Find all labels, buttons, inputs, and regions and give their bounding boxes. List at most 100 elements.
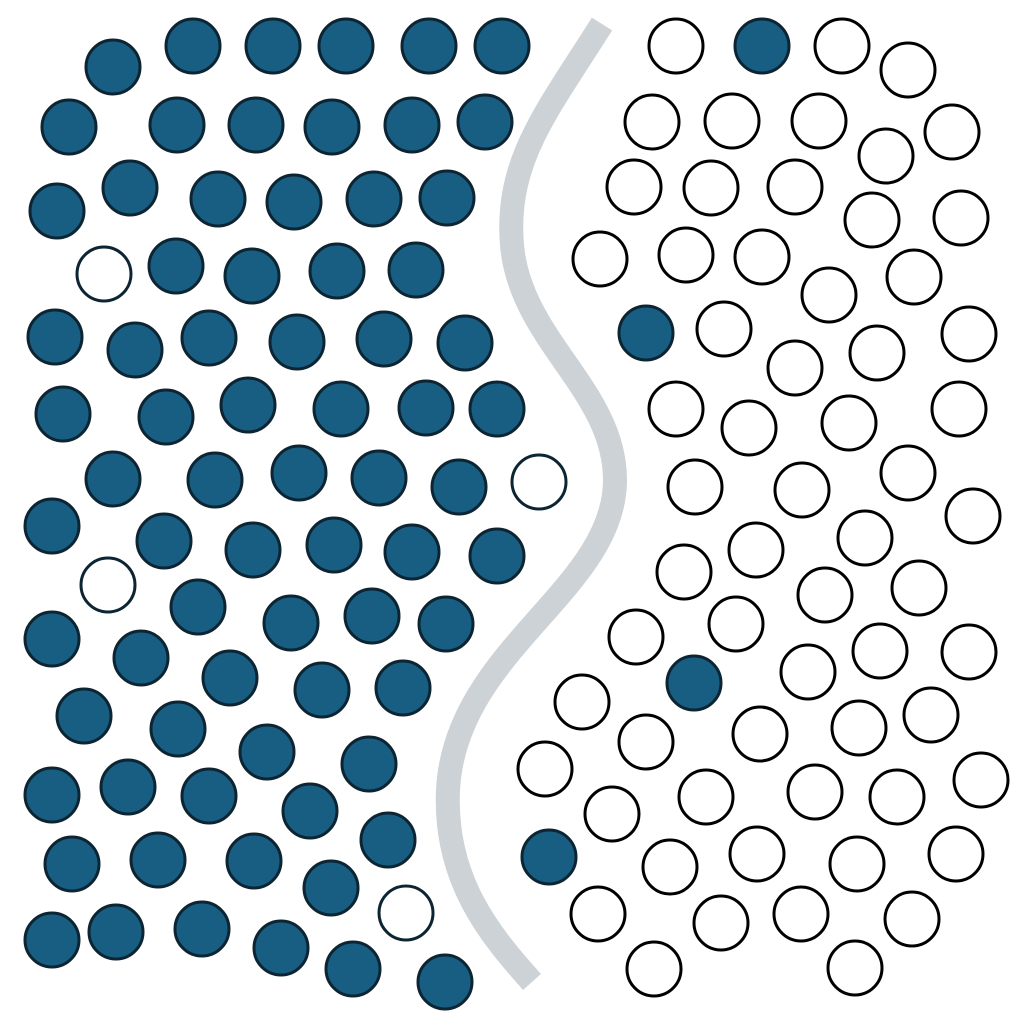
right-empty-dot bbox=[682, 159, 740, 217]
right-empty-dot bbox=[766, 158, 824, 216]
left-filled-dot bbox=[416, 953, 474, 1011]
right-empty-dot bbox=[857, 127, 915, 185]
left-filled-dot bbox=[149, 700, 207, 758]
left-filled-dot bbox=[23, 610, 81, 668]
right-empty-dot bbox=[516, 740, 574, 798]
right-cluster bbox=[516, 17, 1010, 998]
left-filled-dot bbox=[23, 766, 81, 824]
right-filled-dot bbox=[520, 828, 578, 886]
left-filled-dot bbox=[281, 782, 339, 840]
left-filled-dot bbox=[252, 919, 310, 977]
left-filled-dot bbox=[456, 93, 514, 151]
right-empty-dot bbox=[583, 785, 641, 843]
left-filled-dot bbox=[387, 241, 445, 299]
left-filled-dot bbox=[468, 380, 526, 438]
right-empty-dot bbox=[766, 339, 824, 397]
left-filled-dot bbox=[147, 237, 205, 295]
left-empty-dot bbox=[79, 556, 137, 614]
left-filled-dot bbox=[169, 578, 227, 636]
right-empty-dot bbox=[647, 17, 705, 75]
left-filled-dot bbox=[303, 98, 361, 156]
left-filled-dot bbox=[227, 96, 285, 154]
left-filled-dot bbox=[305, 516, 363, 574]
right-empty-dot bbox=[930, 380, 988, 438]
left-filled-dot bbox=[343, 587, 401, 645]
left-filled-dot bbox=[28, 182, 86, 240]
right-empty-dot bbox=[779, 643, 837, 701]
left-cluster bbox=[23, 17, 568, 1011]
right-empty-dot bbox=[625, 940, 683, 998]
right-empty-dot bbox=[885, 248, 943, 306]
left-filled-dot bbox=[43, 835, 101, 893]
left-filled-dot bbox=[417, 595, 475, 653]
left-filled-dot bbox=[101, 159, 159, 217]
right-empty-dot bbox=[727, 521, 785, 579]
left-filled-dot bbox=[26, 308, 84, 366]
left-filled-dot bbox=[262, 594, 320, 652]
left-filled-dot bbox=[137, 388, 195, 446]
right-filled-dot bbox=[665, 654, 723, 712]
left-filled-dot bbox=[55, 687, 113, 745]
left-filled-dot bbox=[418, 169, 476, 227]
left-filled-dot bbox=[383, 523, 441, 581]
right-empty-dot bbox=[553, 673, 611, 731]
right-empty-dot bbox=[647, 380, 705, 438]
right-empty-dot bbox=[733, 228, 791, 286]
left-filled-dot bbox=[244, 17, 302, 75]
right-empty-dot bbox=[623, 93, 681, 151]
left-filled-dot bbox=[219, 376, 277, 434]
left-filled-dot bbox=[106, 321, 164, 379]
right-empty-dot bbox=[703, 92, 761, 150]
left-filled-dot bbox=[23, 911, 81, 969]
left-filled-dot bbox=[23, 497, 81, 555]
right-empty-dot bbox=[868, 768, 926, 826]
left-filled-dot bbox=[186, 451, 244, 509]
right-empty-dot bbox=[641, 838, 699, 896]
left-filled-dot bbox=[224, 521, 282, 579]
left-filled-dot bbox=[40, 98, 98, 156]
right-empty-dot bbox=[828, 835, 886, 893]
right-empty-dot bbox=[883, 890, 941, 948]
left-filled-dot bbox=[430, 458, 488, 516]
right-empty-dot bbox=[940, 623, 998, 681]
left-empty-dot bbox=[75, 245, 133, 303]
right-empty-dot bbox=[952, 751, 1010, 809]
left-filled-dot bbox=[189, 170, 247, 228]
right-empty-dot bbox=[800, 266, 858, 324]
left-filled-dot bbox=[180, 309, 238, 367]
right-empty-dot bbox=[826, 939, 884, 997]
right-empty-dot bbox=[695, 300, 753, 358]
right-empty-dot bbox=[790, 92, 848, 150]
right-filled-dot bbox=[733, 17, 791, 75]
right-empty-dot bbox=[772, 885, 830, 943]
right-empty-dot bbox=[879, 444, 937, 502]
right-empty-dot bbox=[796, 566, 854, 624]
separator-curve bbox=[435, 17, 628, 990]
left-filled-dot bbox=[135, 512, 193, 570]
left-filled-dot bbox=[317, 17, 375, 75]
right-empty-dot bbox=[707, 595, 765, 653]
right-empty-dot bbox=[605, 158, 663, 216]
left-filled-dot bbox=[265, 173, 323, 231]
left-filled-dot bbox=[350, 449, 408, 507]
left-filled-dot bbox=[99, 758, 157, 816]
right-empty-dot bbox=[813, 17, 871, 75]
left-filled-dot bbox=[473, 17, 531, 75]
left-filled-dot bbox=[400, 17, 458, 75]
right-empty-dot bbox=[728, 825, 786, 883]
right-empty-dot bbox=[890, 559, 948, 617]
right-empty-dot bbox=[843, 191, 901, 249]
right-empty-dot bbox=[677, 768, 735, 826]
left-filled-dot bbox=[173, 900, 231, 958]
left-filled-dot bbox=[302, 859, 360, 917]
right-empty-dot bbox=[607, 608, 665, 666]
left-filled-dot bbox=[397, 379, 455, 437]
left-filled-dot bbox=[270, 444, 328, 502]
left-filled-dot bbox=[293, 661, 351, 719]
left-filled-dot bbox=[164, 17, 222, 75]
right-empty-dot bbox=[692, 894, 750, 952]
left-filled-dot bbox=[355, 310, 413, 368]
left-filled-dot bbox=[374, 659, 432, 717]
right-empty-dot bbox=[848, 324, 906, 382]
right-empty-dot bbox=[571, 230, 629, 288]
